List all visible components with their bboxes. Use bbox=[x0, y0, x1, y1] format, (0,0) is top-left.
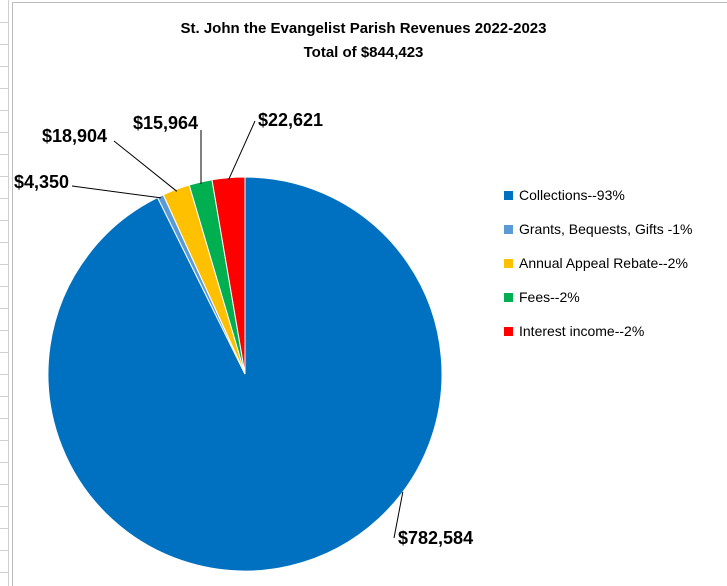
gridline bbox=[0, 396, 8, 397]
legend-item[interactable]: Collections--93% bbox=[504, 178, 693, 212]
legend-label: Fees--2% bbox=[519, 289, 580, 305]
legend-item[interactable]: Grants, Bequests, Gifts -1% bbox=[504, 212, 693, 246]
legend-swatch bbox=[504, 190, 513, 200]
gridline bbox=[0, 198, 8, 199]
chart-title: St. John the Evangelist Parish Revenues … bbox=[180, 20, 547, 37]
gridline bbox=[0, 220, 8, 221]
gridline bbox=[0, 22, 8, 23]
gridline bbox=[0, 462, 8, 463]
legend-swatch bbox=[504, 224, 513, 234]
gridline bbox=[0, 352, 8, 353]
data-label: $18,904 bbox=[42, 126, 107, 146]
legend-swatch bbox=[504, 258, 513, 268]
gridline bbox=[0, 418, 8, 419]
legend-label: Interest income--2% bbox=[519, 323, 645, 339]
data-label: $4,350 bbox=[14, 172, 69, 192]
data-label: $782,584 bbox=[398, 528, 473, 548]
gridline bbox=[0, 330, 8, 331]
gridline bbox=[0, 286, 8, 287]
gridline bbox=[0, 66, 8, 67]
gridline bbox=[0, 132, 8, 133]
leader-line bbox=[393, 491, 404, 539]
legend-swatch bbox=[504, 292, 513, 302]
legend-swatch bbox=[504, 326, 513, 336]
gridline bbox=[0, 88, 8, 89]
leader-line bbox=[113, 140, 178, 192]
pie-slice[interactable] bbox=[47, 176, 443, 572]
gridline bbox=[0, 110, 8, 111]
gridline bbox=[0, 44, 8, 45]
chart-legend: Collections--93% Grants, Bequests, Gifts … bbox=[504, 178, 693, 348]
chart-subtitle: Total of $844,423 bbox=[303, 44, 424, 61]
gridline bbox=[0, 176, 8, 177]
leader-line bbox=[71, 185, 162, 199]
gridline bbox=[0, 154, 8, 155]
gridline bbox=[0, 484, 8, 485]
leader-line bbox=[228, 120, 256, 180]
gridline bbox=[0, 572, 8, 573]
gridline bbox=[0, 528, 8, 529]
legend-label: Collections--93% bbox=[519, 187, 625, 203]
gridline bbox=[0, 550, 8, 551]
gridline bbox=[0, 264, 8, 265]
row-header-strip bbox=[0, 0, 9, 586]
legend-label: Annual Appeal Rebate--2% bbox=[519, 255, 688, 271]
gridline bbox=[0, 374, 8, 375]
data-label: $22,621 bbox=[258, 110, 323, 130]
gridline bbox=[0, 506, 8, 507]
pie-slice[interactable] bbox=[211, 176, 246, 375]
legend-label: Grants, Bequests, Gifts -1% bbox=[519, 221, 693, 237]
data-label: $15,964 bbox=[133, 113, 198, 133]
legend-item[interactable]: Interest income--2% bbox=[504, 314, 693, 348]
legend-item[interactable]: Fees--2% bbox=[504, 280, 693, 314]
gridline bbox=[0, 308, 8, 309]
gridline bbox=[0, 242, 8, 243]
legend-item[interactable]: Annual Appeal Rebate--2% bbox=[504, 246, 693, 280]
gridline bbox=[0, 440, 8, 441]
